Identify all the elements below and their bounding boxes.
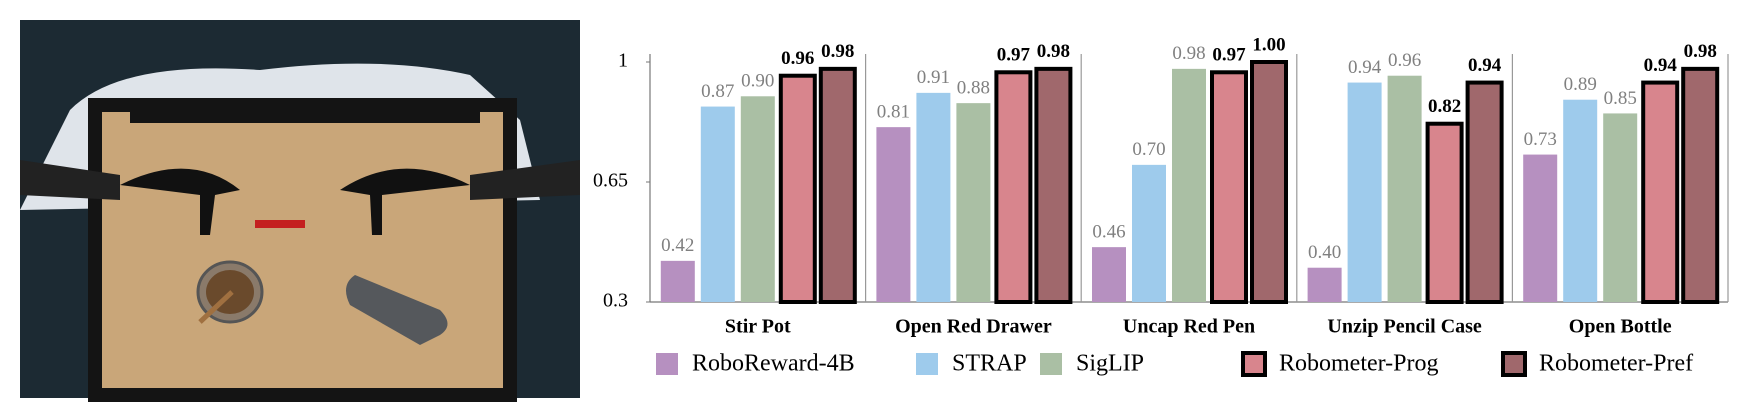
value-label: 0.94 [1644, 55, 1678, 76]
bar [876, 127, 911, 303]
value-label: 0.94 [1468, 55, 1502, 76]
value-label: 0.70 [1132, 139, 1165, 160]
value-label: 0.40 [1308, 242, 1341, 263]
legend-label: STRAP [952, 351, 1027, 377]
x-tick-label: Uncap Red Pen [1123, 316, 1255, 338]
legend-marker [1501, 351, 1527, 377]
bar [1210, 70, 1248, 304]
legend-marker [1040, 353, 1062, 375]
bar [1132, 164, 1166, 302]
y-tick-label: 0.65 [593, 170, 628, 192]
value-label: 0.82 [1428, 96, 1461, 117]
y-tick-label: 0.3 [603, 290, 628, 312]
value-label: 0.87 [701, 81, 734, 102]
bar [1681, 66, 1720, 304]
bar [1307, 267, 1342, 302]
legend-label: Robometer-Prog [1279, 351, 1439, 377]
x-tick-label: Open Red Drawer [895, 316, 1052, 338]
value-label: 0.90 [741, 71, 774, 92]
bar [818, 66, 857, 304]
value-label: 0.94 [1348, 57, 1382, 78]
x-tick-label: Unzip Pencil Case [1327, 316, 1482, 338]
robot-photo [20, 20, 580, 402]
bar [956, 103, 991, 303]
bar [1523, 154, 1558, 302]
value-label: 0.85 [1604, 88, 1637, 109]
value-label: 0.98 [821, 41, 854, 62]
value-label: 0.46 [1092, 222, 1125, 243]
bar [1425, 121, 1464, 305]
value-label: 0.98 [1684, 41, 1717, 62]
bar [916, 92, 951, 302]
x-tick-label: Open Bottle [1569, 316, 1672, 338]
bar [1092, 247, 1126, 302]
x-tick-label: Stir Pot [725, 316, 791, 338]
legend-marker [1241, 351, 1267, 377]
bar [778, 73, 817, 305]
legend-marker [916, 353, 938, 375]
value-label: 0.98 [1172, 43, 1205, 64]
legend-marker [656, 353, 678, 375]
value-label: 0.97 [997, 45, 1031, 66]
bar [1603, 113, 1638, 302]
bar [1387, 75, 1422, 302]
bar [1172, 68, 1206, 302]
legend-label: Robometer-Pref [1539, 351, 1693, 377]
bar [1641, 80, 1680, 304]
value-label: 1.00 [1252, 34, 1285, 55]
bar [1347, 82, 1382, 302]
bar [1465, 80, 1504, 304]
y-tick-label: 1 [618, 50, 628, 72]
bar [740, 96, 775, 303]
value-label: 0.96 [781, 48, 814, 69]
value-label: 0.42 [661, 235, 694, 256]
value-label: 0.96 [1388, 50, 1421, 71]
bar [1563, 99, 1598, 302]
value-label: 0.98 [1037, 41, 1070, 62]
value-label: 0.73 [1524, 129, 1557, 150]
value-label: 0.89 [1564, 74, 1597, 95]
legend-label: SigLIP [1076, 351, 1144, 377]
bar [1250, 60, 1288, 304]
value-label: 0.91 [917, 67, 950, 88]
legend-label: RoboReward-4B [692, 351, 855, 377]
bar [660, 260, 695, 302]
bar [994, 70, 1033, 304]
value-label: 0.97 [1212, 45, 1246, 66]
bar [1034, 66, 1073, 304]
value-label: 0.81 [877, 102, 910, 123]
bar [700, 106, 735, 302]
value-label: 0.88 [957, 78, 990, 99]
